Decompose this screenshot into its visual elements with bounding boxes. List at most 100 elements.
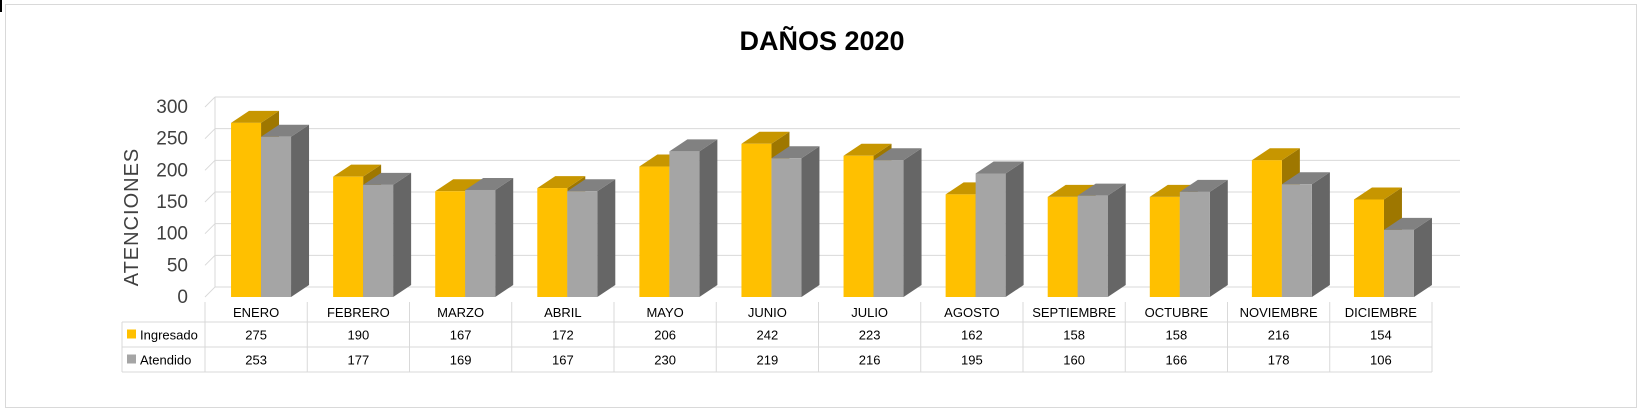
bar-atendido-junio [771, 158, 802, 297]
data-label: 158 [1166, 328, 1188, 343]
chart-title: DAÑOS 2020 [739, 25, 904, 56]
data-label: 216 [1268, 328, 1290, 343]
bar-atendido-abril [567, 191, 598, 297]
x-tick-label: DICIEMBRE [1345, 305, 1418, 320]
bar-atendido-marzo [465, 189, 496, 297]
gridline-depth [204, 96, 216, 108]
bar-ingresado-diciembre [1353, 199, 1384, 297]
bar-top [231, 110, 280, 123]
bar-atendido-julio [873, 160, 904, 297]
x-tick-label: AGOSTO [944, 305, 999, 320]
bar-top [1179, 179, 1228, 192]
data-label: 167 [450, 328, 472, 343]
bar-atendido-febrero [363, 184, 394, 297]
bar-top [873, 148, 922, 161]
data-label: 160 [1063, 353, 1085, 368]
y-axis-ticks: 0 50 100 150 200 250 300 [156, 97, 188, 308]
gridline-depth [204, 223, 216, 235]
bar-top [1353, 187, 1402, 200]
bar-side [1413, 217, 1432, 297]
data-label: 167 [552, 353, 574, 368]
data-label: 219 [757, 353, 779, 368]
x-tick-label: ABRIL [544, 305, 582, 320]
bar-ingresado-agosto [945, 194, 976, 297]
corner-mark [0, 0, 2, 12]
x-tick-label: ENERO [233, 305, 279, 320]
x-tick-label: SEPTIEMBRE [1032, 305, 1116, 320]
bar-ingresado-octubre [1149, 196, 1180, 297]
bar-top [975, 161, 1024, 174]
data-label: 242 [757, 328, 779, 343]
data-label: 253 [245, 353, 267, 368]
bar-top [771, 146, 820, 159]
legend-swatch [127, 329, 136, 339]
data-label: 177 [348, 353, 370, 368]
bar-top [1281, 172, 1330, 185]
legend-swatch [127, 354, 136, 364]
bar-top [435, 179, 484, 192]
bar-atendido-enero [261, 136, 292, 297]
bar-side [699, 139, 718, 297]
bar-side [597, 179, 616, 297]
bar-ingresado-septiembre [1047, 196, 1078, 297]
bar-top [1077, 183, 1126, 196]
bar-side [495, 177, 514, 297]
data-table: ENERO FEBRERO MARZO ABRIL MAYO JUNIO JULIO AGOS… [121, 302, 1433, 373]
x-tick-label: NOVIEMBRE [1240, 305, 1318, 320]
data-label: 172 [552, 328, 574, 343]
bar-top [537, 176, 586, 189]
data-label: 216 [859, 353, 881, 368]
bar-atendido-agosto [975, 173, 1006, 297]
bar-top [669, 139, 718, 152]
gridline-depth [204, 286, 216, 298]
y-tick-label: 300 [156, 97, 188, 118]
bar-ingresado-abril [537, 188, 568, 297]
bar-top [261, 124, 310, 137]
bar-atendido-mayo [669, 151, 700, 297]
bar-atendido-octubre [1179, 191, 1210, 297]
x-tick-label: MARZO [437, 305, 484, 320]
bar-side [1107, 183, 1126, 297]
data-label: 154 [1370, 328, 1392, 343]
gridline-depth [204, 128, 216, 140]
data-label: 169 [450, 353, 472, 368]
y-tick-label: 200 [156, 160, 188, 181]
bar-side [1209, 179, 1228, 297]
data-label: 158 [1063, 328, 1085, 343]
bar-ingresado-febrero [333, 176, 364, 297]
bar-top [741, 131, 790, 144]
bars [231, 110, 1432, 298]
data-label: 190 [348, 328, 370, 343]
bar-top [567, 179, 616, 192]
y-tick-label: 100 [156, 224, 188, 245]
bar-atendido-diciembre [1383, 229, 1414, 297]
data-label: 166 [1166, 353, 1188, 368]
y-tick-label: 0 [177, 287, 188, 308]
bar-side [903, 148, 922, 297]
bar-atendido-noviembre [1281, 184, 1312, 297]
data-label: 206 [654, 328, 676, 343]
data-label: 178 [1268, 353, 1290, 368]
data-label: 223 [859, 328, 881, 343]
bar-ingresado-junio [741, 143, 772, 297]
y-axis-label: ATENCIONES [121, 148, 143, 287]
bar-top [363, 172, 412, 185]
x-tick-label: JULIO [851, 305, 888, 320]
bar-side [1005, 161, 1024, 297]
legend-label: Atendido [140, 353, 191, 368]
bar-atendido-septiembre [1077, 195, 1108, 297]
bar-side [1311, 172, 1330, 297]
y-tick-label: 250 [156, 129, 188, 150]
bar-ingresado-marzo [435, 191, 466, 297]
bar-top [843, 143, 892, 156]
data-label: 106 [1370, 353, 1392, 368]
data-label: 162 [961, 328, 983, 343]
data-label: 195 [961, 353, 983, 368]
bar-side [291, 124, 310, 298]
x-tick-label: MAYO [646, 305, 683, 320]
bar-side [393, 172, 412, 297]
x-tick-label: FEBRERO [327, 305, 390, 320]
bar-top [1047, 184, 1096, 197]
bar-ingresado-julio [843, 155, 874, 297]
bar-side [801, 146, 820, 297]
